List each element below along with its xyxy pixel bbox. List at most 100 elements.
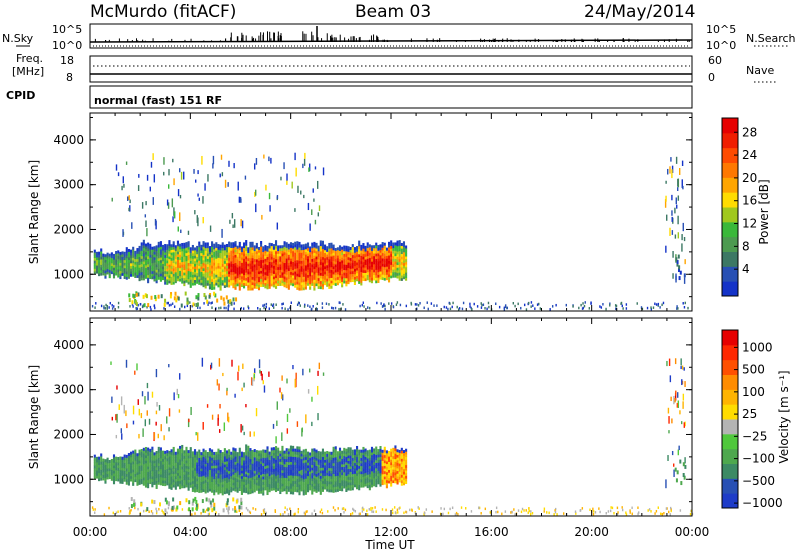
heatmap-cell — [145, 220, 146, 227]
heatmap-cell — [168, 275, 170, 278]
heatmap-cell — [185, 463, 187, 466]
heatmap-cell — [328, 251, 330, 254]
heatmap-cell — [136, 461, 138, 464]
heatmap-cell — [226, 464, 228, 467]
heatmap-cell — [315, 256, 317, 259]
heatmap-cell — [111, 266, 113, 269]
heatmap-cell — [388, 247, 390, 250]
heatmap-cell — [360, 258, 362, 261]
heatmap-cell — [220, 482, 222, 485]
heatmap-cell — [226, 249, 228, 252]
heatmap-cell — [292, 243, 294, 246]
heatmap-cell — [171, 479, 173, 482]
heatmap-cell — [245, 485, 247, 488]
heatmap-cell — [151, 447, 153, 450]
heatmap-cell — [347, 482, 349, 485]
heatmap-cell — [343, 267, 345, 270]
heatmap-cell — [254, 286, 256, 289]
heatmap-cell — [245, 240, 247, 243]
heatmap-cell — [94, 476, 96, 479]
heatmap-cell — [167, 200, 168, 206]
heatmap-cell — [234, 475, 236, 478]
heatmap-cell — [205, 269, 207, 272]
heatmap-cell — [286, 448, 288, 451]
heatmap-cell — [315, 262, 317, 265]
heatmap-cell — [309, 463, 311, 466]
heatmap-cell — [136, 456, 138, 459]
heatmap-cell — [352, 271, 354, 274]
heatmap-cell — [222, 269, 224, 272]
heatmap-cell — [401, 461, 403, 464]
heatmap-cell — [124, 273, 126, 276]
heatmap-cell — [288, 284, 290, 287]
heatmap-cell — [271, 281, 273, 284]
heatmap-cell — [156, 456, 158, 459]
heatmap-cell — [226, 477, 228, 480]
heatmap-cell — [277, 458, 279, 461]
heatmap-cell — [292, 275, 294, 278]
heatmap-cell — [388, 250, 390, 253]
heatmap-cell — [192, 467, 194, 470]
heatmap-cell — [288, 473, 290, 476]
heatmap-cell — [315, 248, 317, 251]
heatmap-cell — [234, 486, 236, 489]
heatmap-cell — [209, 273, 211, 276]
heatmap-cell — [307, 457, 309, 460]
heatmap-cell — [415, 303, 416, 306]
heatmap-cell — [117, 457, 119, 460]
heatmap-cell — [243, 452, 245, 455]
heatmap-cell — [382, 469, 384, 472]
heatmap-cell — [183, 267, 185, 270]
heatmap-cell — [239, 247, 241, 250]
heatmap-cell — [401, 467, 403, 470]
heatmap-cell — [273, 477, 275, 480]
heatmap-cell — [256, 453, 258, 456]
heatmap-cell — [358, 458, 360, 461]
heatmap-cell — [333, 261, 335, 264]
freq-label-2: [MHz] — [12, 65, 44, 78]
heatmap-cell — [277, 248, 279, 251]
heatmap-cell — [107, 307, 108, 310]
heatmap-cell — [335, 481, 337, 484]
heatmap-cell — [345, 259, 347, 262]
heatmap-cell — [298, 245, 300, 248]
heatmap-cell — [254, 452, 256, 455]
heatmap-cell — [181, 251, 183, 254]
heatmap-cell — [256, 259, 258, 262]
heatmap-cell — [188, 477, 190, 480]
power-colorbar-tick: 28 — [742, 125, 757, 139]
heatmap-cell — [360, 250, 362, 253]
heatmap-cell — [296, 457, 298, 460]
heatmap-cell — [309, 455, 311, 458]
heatmap-cell — [217, 260, 219, 263]
heatmap-cell — [205, 259, 207, 262]
heatmap-cell — [192, 473, 194, 476]
heatmap-cell — [217, 475, 219, 478]
heatmap-cell — [371, 476, 373, 479]
heatmap-cell — [403, 450, 405, 453]
heatmap-cell — [211, 244, 213, 247]
heatmap-cell — [118, 172, 119, 176]
heatmap-cell — [384, 251, 386, 254]
heatmap-cell — [322, 276, 324, 279]
heatmap-cell — [620, 302, 621, 305]
heatmap-cell — [111, 252, 113, 255]
heatmap-cell — [220, 174, 221, 178]
heatmap-cell — [676, 197, 677, 204]
heatmap-cell — [266, 460, 268, 463]
heatmap-cell — [100, 248, 102, 251]
heatmap-cell — [350, 485, 352, 488]
heatmap-cell — [298, 282, 300, 285]
heatmap-cell — [102, 254, 104, 257]
heatmap-cell — [173, 471, 175, 474]
heatmap-cell — [258, 485, 260, 488]
heatmap-cell — [337, 451, 339, 454]
heatmap-cell — [163, 307, 164, 310]
power-colorbar-tick: 16 — [742, 194, 757, 208]
heatmap-cell — [307, 478, 309, 481]
heatmap-cell — [324, 266, 326, 269]
heatmap-cell — [116, 164, 117, 170]
heatmap-cell — [262, 476, 264, 479]
heatmap-cell — [174, 305, 175, 308]
heatmap-cell — [279, 267, 281, 270]
